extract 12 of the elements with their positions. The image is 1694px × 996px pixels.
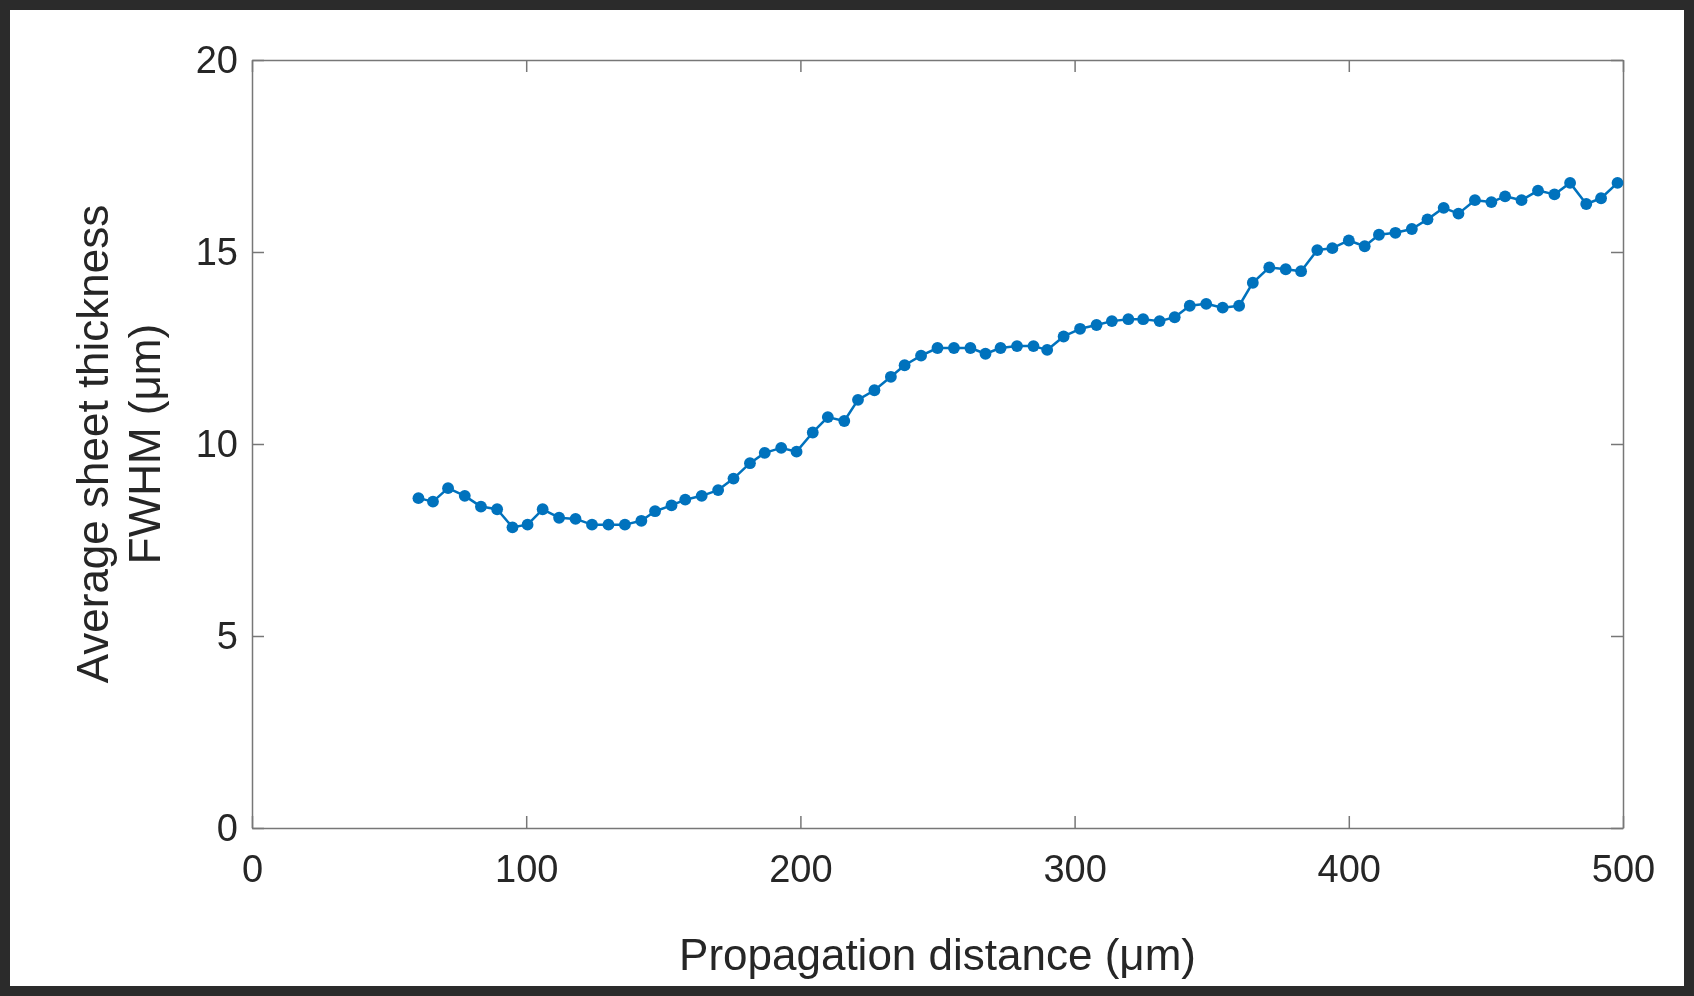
x-axis-title: Propagation distance (μm) [679,930,1196,979]
x-tick-label: 500 [1591,848,1656,891]
y-tick-label: 20 [195,38,238,81]
y-tick-label: 10 [195,422,238,465]
y-axis-title: Average sheet thickness FWHM (μm) [68,204,169,684]
y-tick-label: 15 [195,230,238,273]
x-tick-label: 300 [1043,848,1107,891]
x-tick-label: 100 [495,848,559,891]
x-tick-label: 200 [769,848,833,891]
y-tick-label: 5 [216,614,238,657]
y-tick-label: 0 [216,806,238,849]
x-tick-label: 400 [1317,848,1381,891]
